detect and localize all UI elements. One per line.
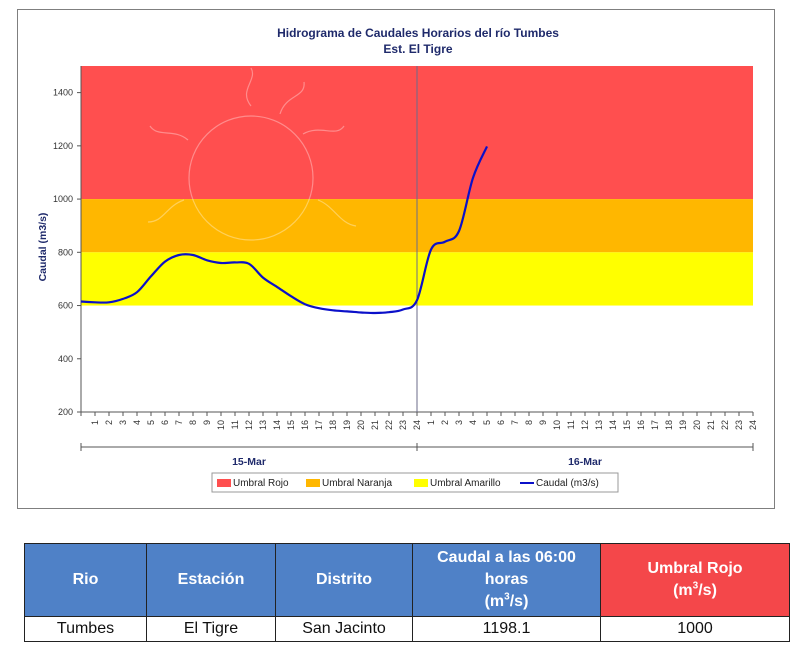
x-tick-label: 24 [412,420,422,430]
y-tick-label: 1400 [53,88,73,98]
header-umbral-units: (m3/s) [673,580,717,599]
x-tick-label: 19 [342,420,352,430]
x-tick-label: 9 [538,420,548,425]
x-tick-label: 11 [566,420,576,429]
x-tick-label: 19 [678,420,688,430]
day-label: 16-Mar [568,456,602,468]
x-tick-label: 24 [748,420,758,430]
x-tick-label: 21 [706,420,716,430]
x-tick-label: 15 [286,420,296,430]
x-tick-label: 23 [734,420,744,430]
x-tick-label: 18 [328,420,338,430]
x-tick-label: 16 [300,420,310,430]
header-distrito: Distrito [275,543,413,617]
x-tick-label: 22 [720,420,730,430]
chart-frame: Hidrograma de Caudales Horarios del río … [17,9,775,509]
y-tick-label: 800 [58,247,73,257]
cell-rio: Tumbes [24,616,147,642]
y-tick-label: 1200 [53,141,73,151]
legend-label: Umbral Naranja [322,478,392,489]
header-rio: Rio [24,543,147,617]
x-tick-label: 2 [440,420,450,425]
legend-label: Umbral Amarillo [430,478,501,489]
hydrograph-chart: Hidrograma de Caudales Horarios del río … [37,26,758,493]
y-tick-label: 400 [58,354,73,364]
x-tick-label: 15 [622,420,632,430]
x-tick-label: 3 [454,420,464,425]
x-tick-label: 7 [510,420,520,425]
header-umbral-rojo: Umbral Rojo (m3/s) [600,543,790,617]
x-tick-label: 4 [468,420,478,425]
x-tick-label: 9 [202,420,212,425]
x-tick-label: 14 [608,420,618,430]
x-tick-label: 6 [496,420,506,425]
x-tick-label: 17 [314,420,324,430]
x-tick-label: 17 [650,420,660,430]
x-tick-label: 4 [132,420,142,425]
chart-subtitle: Est. El Tigre [383,42,452,56]
legend-label: Umbral Rojo [233,478,289,489]
y-tick-label: 600 [58,301,73,311]
x-tick-label: 16 [636,420,646,430]
x-tick-label: 1 [426,420,436,425]
summary-table: Rio Estación Distrito Caudal a las 06:00… [24,543,790,642]
legend-swatch [414,479,428,487]
cell-distrito: San Jacinto [275,616,413,642]
sun-watermark-icon [147,67,357,241]
x-tick-label: 2 [104,420,114,425]
header-estacion: Estación [146,543,276,617]
header-caudal: Caudal a las 06:00 horas (m3/s) [412,543,601,617]
y-axis-label: Caudal (m3/s) [37,213,49,282]
y-tick-label: 200 [58,407,73,417]
cell-umbral: 1000 [600,616,790,642]
header-umbral-label: Umbral Rojo [647,560,743,577]
x-tick-label: 10 [552,420,562,430]
x-tick-label: 20 [692,420,702,430]
x-tick-label: 12 [580,420,590,430]
header-caudal-label: Caudal a las 06:00 horas [437,549,576,588]
x-tick-label: 18 [664,420,674,430]
x-tick-label: 5 [146,420,156,425]
x-tick-label: 20 [356,420,366,430]
table-row: Tumbes El Tigre San Jacinto 1198.1 1000 [24,616,790,642]
x-tick-label: 10 [216,420,226,430]
x-tick-label: 3 [118,420,128,425]
x-tick-label: 8 [188,420,198,425]
legend-swatch [306,479,320,487]
x-tick-label: 8 [524,420,534,425]
day-label: 15-Mar [232,456,266,468]
x-tick-label: 14 [272,420,282,430]
cell-estacion: El Tigre [146,616,276,642]
x-tick-label: 13 [258,420,268,430]
x-tick-label: 13 [594,420,604,430]
header-caudal-units: (m3/s) [484,591,529,610]
series-line-caudal [80,145,489,315]
x-tick-label: 7 [174,420,184,425]
y-tick-label: 1000 [53,194,73,204]
legend-label: Caudal (m3/s) [536,478,599,489]
x-tick-label: 23 [398,420,408,430]
x-tick-label: 1 [90,420,100,425]
x-tick-label: 21 [370,420,380,430]
x-tick-label: 22 [384,420,394,430]
legend-swatch [217,479,231,487]
x-tick-label: 11 [230,420,240,429]
x-tick-label: 5 [482,420,492,425]
summary-table-header: Rio Estación Distrito Caudal a las 06:00… [24,543,790,617]
x-tick-label: 12 [244,420,254,430]
x-tick-label: 6 [160,420,170,425]
chart-title: Hidrograma de Caudales Horarios del río … [277,26,559,40]
cell-caudal: 1198.1 [412,616,601,642]
